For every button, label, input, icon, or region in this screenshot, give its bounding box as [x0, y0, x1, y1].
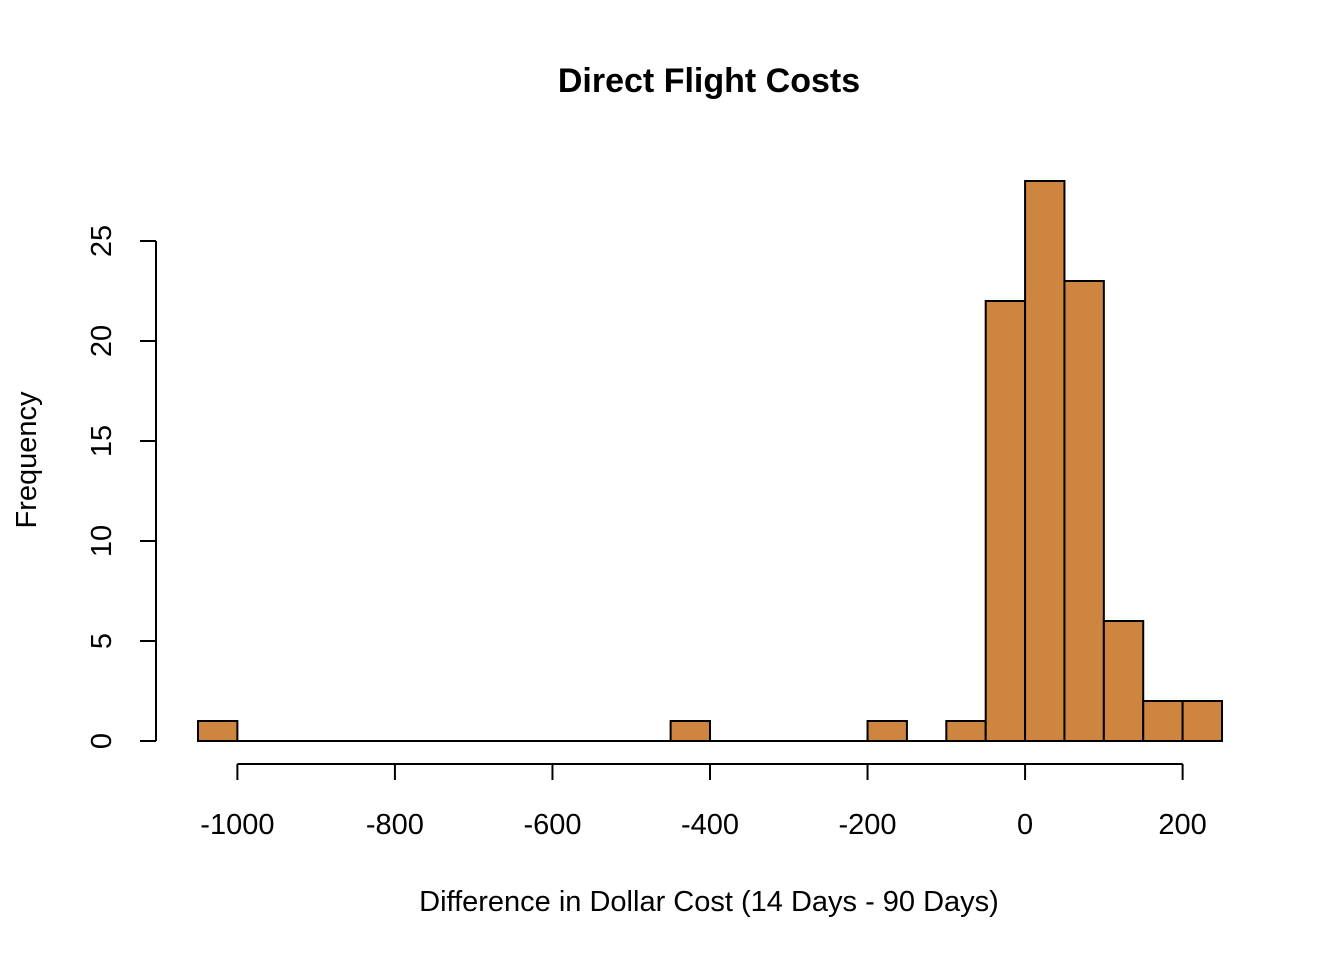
x-tick-label: -400 — [681, 809, 739, 841]
x-tick-label: -600 — [523, 809, 581, 841]
histogram-bar — [866, 720, 908, 742]
y-tick-label: 15 — [86, 425, 118, 457]
chart-title: Direct Flight Costs — [558, 62, 860, 100]
x-tick-label: -1000 — [200, 809, 274, 841]
x-tick-label: -200 — [839, 809, 897, 841]
histogram-bar — [1024, 180, 1066, 742]
x-axis: -1000 -800 -600 -400 -200 0 200 — [200, 763, 1207, 841]
y-tick-label: 25 — [86, 225, 118, 257]
y-axis-label: Frequency — [11, 391, 43, 529]
histogram-bar — [984, 300, 1027, 742]
histogram-bar — [1063, 280, 1105, 742]
histogram-bar — [1102, 620, 1145, 742]
x-tick-label: 200 — [1158, 809, 1206, 841]
y-tick-label: 0 — [86, 733, 118, 749]
histogram-bar — [1181, 700, 1223, 742]
x-axis-label: Difference in Dollar Cost (14 Days - 90 … — [419, 886, 999, 918]
y-tick-label: 20 — [86, 325, 118, 357]
histogram-bar — [945, 720, 987, 742]
y-axis: 0 5 10 15 20 25 — [86, 225, 157, 749]
histogram-bar — [1142, 700, 1184, 742]
x-tick-label: 0 — [1017, 809, 1033, 841]
histogram-bars — [197, 180, 1223, 742]
histogram-bar — [197, 720, 239, 742]
y-tick-label: 5 — [86, 633, 118, 649]
y-tick-label: 10 — [86, 525, 118, 557]
x-tick-label: -800 — [366, 809, 424, 841]
histogram-bar — [669, 720, 711, 742]
